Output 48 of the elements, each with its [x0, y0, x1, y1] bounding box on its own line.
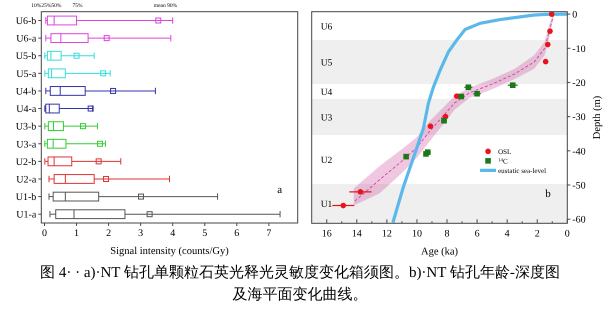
band-label: U5 [320, 58, 333, 69]
x-tick-label: 5 [202, 228, 208, 239]
x-tick-label: 2 [534, 228, 540, 240]
y-tick-label: -10 [572, 44, 586, 55]
x-tick-label: 0 [42, 228, 48, 239]
x-tick-label: 0 [564, 228, 570, 240]
y-tick-label: U6-b [16, 16, 36, 28]
annotation: U6 [320, 22, 333, 33]
band-label: U3 [320, 113, 333, 124]
y-tick-label: -20 [572, 78, 586, 89]
y-tick-label: U2-a [16, 174, 37, 186]
y-tick-label: -60 [572, 214, 586, 226]
x-tick-label: 2 [106, 228, 112, 239]
band-label: U1 [320, 200, 333, 210]
annotation: b [545, 188, 552, 200]
x-tick-label: 6 [474, 228, 480, 240]
x-axis-title: Signal intensity (counts/Gy) [110, 246, 230, 257]
y-tick-label: 0 [572, 10, 578, 21]
x-tick-label: 16 [322, 228, 332, 240]
y-tick-label: U4-a [16, 104, 37, 116]
annotation: U2 [320, 156, 333, 166]
x-tick-label: 1 [74, 228, 80, 239]
y-tick-label: U6-a [16, 34, 37, 45]
x-tick-label: 3 [138, 228, 144, 239]
x-tick-label: 7 [266, 228, 272, 239]
x-tick-label: 4 [504, 228, 510, 240]
x-tick-label: 12 [382, 228, 392, 240]
caption: 图 4· · a)·NT 钻孔单颗粒石英光释光灵敏度变化箱须图。b)·NT 钻孔年龄-深度图及海平面变化曲线。 [40, 263, 560, 305]
y-tick-label: U2-b [16, 156, 36, 168]
x-tick-label: 14 [352, 228, 362, 240]
x-tick-label: 4 [170, 228, 176, 239]
y-tick-label: U1-a [16, 210, 37, 221]
annotation: a [277, 184, 282, 196]
x-tick-label: 8 [444, 228, 450, 240]
y-tick-label: U4-b [16, 86, 36, 98]
y-tick-label: U5-a [16, 68, 37, 80]
x-tick-label: 10 [412, 228, 422, 240]
y-tick-label: U3-a [16, 139, 37, 150]
y-tick-label: U5-b [16, 51, 36, 62]
y-tick-label: -50 [572, 180, 586, 192]
x-axis-title: Age (ka) [420, 246, 459, 258]
annotation: U4 [320, 88, 333, 98]
y-axis-title: Depth (m) [592, 95, 603, 140]
x-tick-label: 6 [234, 228, 240, 239]
y-tick-label: -30 [572, 112, 586, 124]
y-tick-label: U3-b [16, 122, 36, 133]
y-tick-label: U1-b [16, 192, 36, 204]
y-tick-label: -40 [572, 146, 586, 158]
